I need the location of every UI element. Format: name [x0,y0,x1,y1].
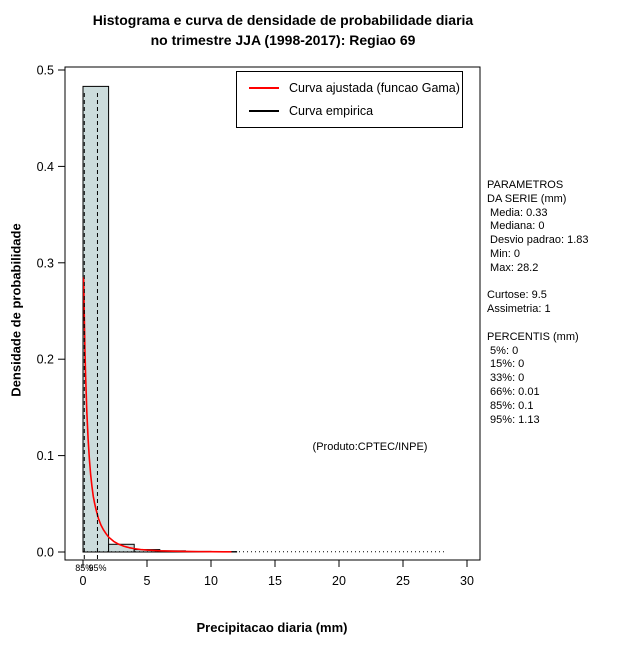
chart-title-line1: Histograma e curva de densidade de proba… [92,12,474,28]
percentile-label: 95% [88,563,106,573]
x-tick-label: 15 [268,574,282,588]
plot-box [64,66,481,561]
y-tick-label: 0.1 [37,449,54,463]
x-tick-label: 25 [396,574,410,588]
chart-title-line2: no trimestre JJA (1998-2017): Regiao 69 [150,32,416,48]
x-axis-label: Precipitacao diaria (mm) [196,620,348,635]
y-tick-label: 0.4 [37,160,54,174]
y-tick-label: 0.5 [37,64,54,78]
y-tick-label: 0.0 [37,546,54,560]
y-tick-label: 0.3 [37,256,54,270]
legend-label-empirica: Curva empirica [289,104,374,118]
legend-label-gamma: Curva ajustada (funcao Gama) [289,81,460,95]
product-annotation: (Produto:CPTEC/INPE) [312,441,428,453]
stats-panel: PARAMETROS DA SERIE (mm) Media: 0.33 Med… [487,179,589,426]
gamma-curve [82,277,232,553]
y-axis-label: Densidade de probabilidade [8,223,24,397]
legend-item-empirica: Curva empirica [249,104,462,118]
y-tick-label: 0.2 [37,353,54,367]
legend-item-gamma: Curva ajustada (funcao Gama) [249,81,462,95]
legend: Curva ajustada (funcao Gama) Curva empir… [236,71,463,128]
x-tick-label: 0 [80,574,87,588]
x-tick-label: 5 [144,574,151,588]
x-tick-label: 20 [332,574,346,588]
percentile-label: 85% [75,563,93,573]
legend-line-black-icon [249,110,279,112]
chart-title: Histograma e curva de densidade de proba… [0,10,566,50]
x-tick-label: 10 [204,574,218,588]
histogram-bar [82,85,110,553]
x-tick-label: 30 [460,574,474,588]
legend-line-red-icon [249,87,279,89]
